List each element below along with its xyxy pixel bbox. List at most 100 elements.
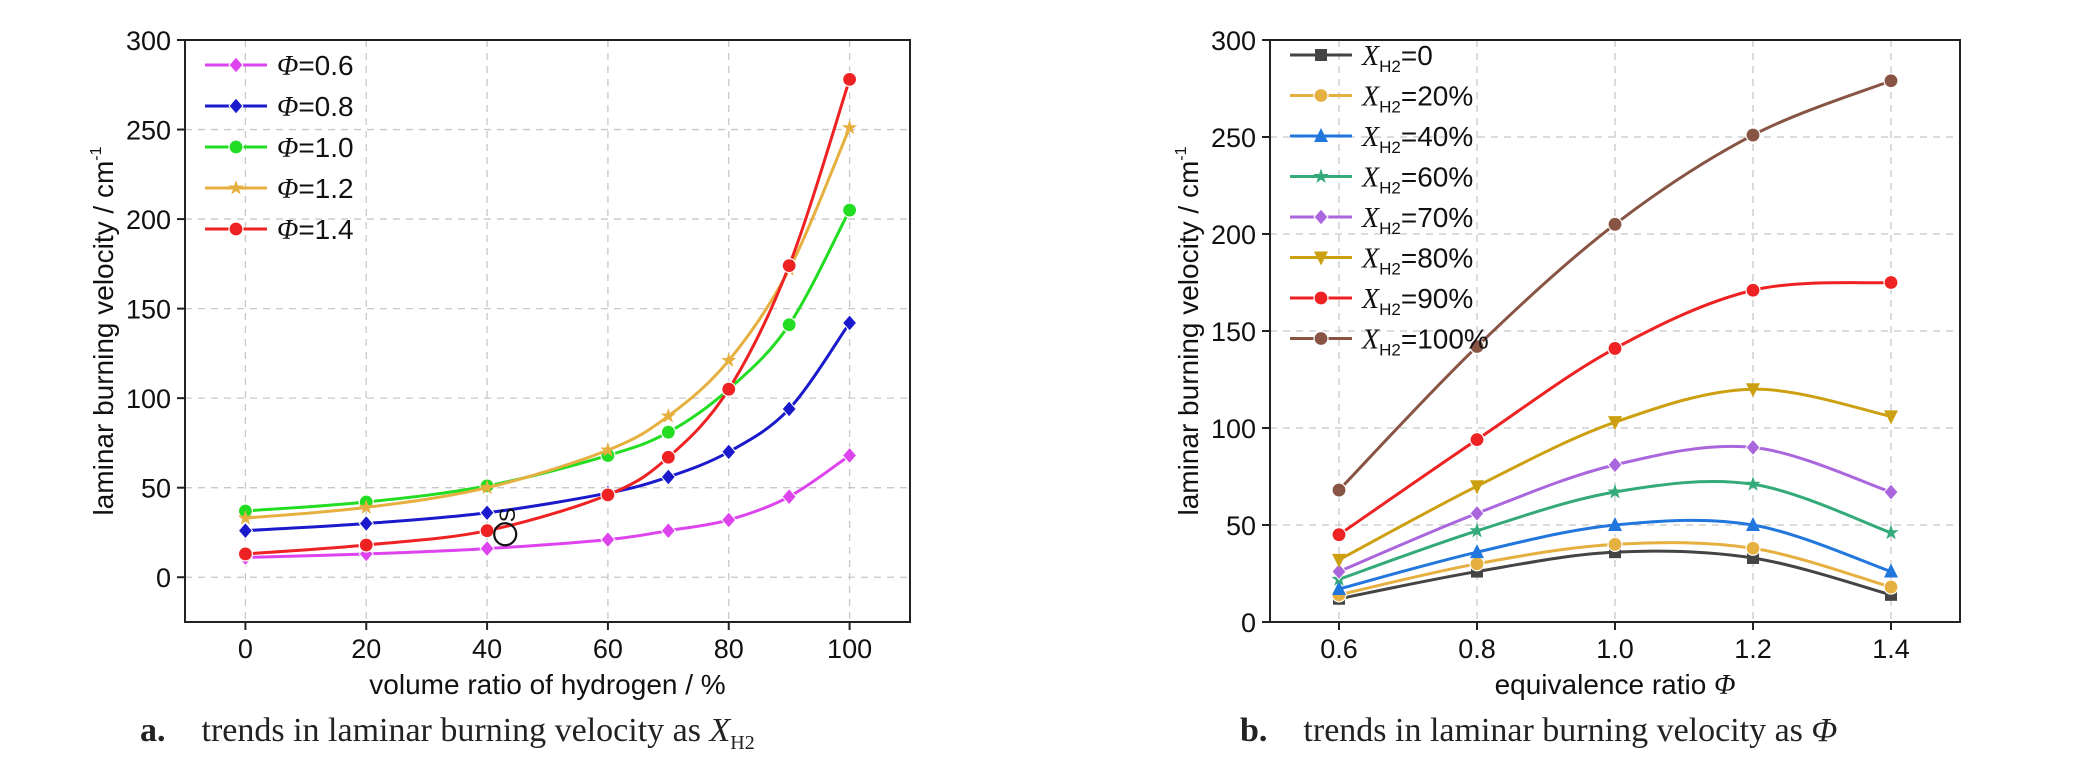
data-point (1883, 73, 1899, 89)
data-point (1469, 556, 1485, 572)
data-point (1608, 416, 1622, 431)
data-point (781, 258, 797, 274)
y-tick-label: 250 (126, 116, 171, 146)
data-point (1883, 483, 1899, 501)
data-point (479, 479, 495, 495)
data-point (1470, 544, 1484, 559)
annotation-label: S (495, 508, 520, 523)
y-tick-label: 50 (141, 474, 171, 504)
legend-marker (1313, 330, 1329, 347)
data-point (479, 539, 495, 558)
y-tick-label: 150 (1211, 317, 1256, 347)
legend-marker (1314, 251, 1328, 266)
y-tick-label: 100 (126, 384, 171, 414)
legend-symbol: X (1361, 82, 1380, 113)
y-axis-title-text: laminar burning velocity / cm (1173, 161, 1204, 516)
y-tick-label: 150 (126, 295, 171, 325)
legend-symbol: X (1361, 163, 1380, 194)
data-point (1745, 438, 1761, 457)
annotation-marker (493, 522, 518, 547)
legend-entry: XH2=80% (1361, 243, 1473, 279)
data-point (1883, 579, 1899, 595)
legend-symbol: X (1361, 284, 1380, 315)
legend-label: =0.6 (298, 50, 353, 81)
legend-label: =40% (1401, 121, 1473, 152)
data-point (1884, 410, 1898, 425)
data-point (1332, 581, 1346, 596)
legend-marker (1313, 208, 1329, 226)
legend-label: =0 (1401, 40, 1433, 71)
legend-marker (228, 56, 244, 74)
caption-b-symbol: Φ (1811, 712, 1838, 749)
legend-marker (228, 97, 244, 115)
x-tick-label: 100 (827, 634, 872, 664)
series-3 (1331, 476, 1899, 586)
legend-symbol: X (1361, 41, 1380, 72)
legend: Φ=0.6Φ=0.8Φ=1.0Φ=1.2Φ=1.4 (205, 50, 354, 246)
x-axis-title: equivalence ratio Φ (1495, 669, 1736, 701)
chart-a: 0 20 40 60 80 100 0 50 100 150 200 250 300 volume rat… (88, 26, 911, 700)
data-point (479, 504, 495, 522)
y-axis-title: laminar burning velocity / cm-1 (88, 146, 119, 515)
legend-label: =70% (1401, 202, 1473, 233)
data-point (1746, 517, 1760, 531)
data-point (1746, 383, 1760, 398)
y-tick-label: 250 (1211, 123, 1256, 153)
data-point (1745, 540, 1761, 556)
legend-subscript: H2 (1379, 260, 1401, 279)
legend-label: =1.4 (298, 214, 353, 245)
data-point (237, 510, 254, 525)
data-point (600, 530, 616, 549)
x-tick-label: 1.4 (1872, 634, 1910, 664)
x-tick-label: 60 (593, 634, 623, 664)
legend-symbol: Φ (277, 51, 298, 82)
x-axis-title-text: volume ratio of hydrogen / % (369, 669, 725, 700)
data-point (237, 521, 254, 540)
legend-label: =60% (1401, 162, 1473, 193)
data-point (781, 400, 797, 418)
y-tick-label: 50 (1226, 511, 1256, 541)
data-point (1469, 432, 1485, 448)
legend-subscript: H2 (1379, 179, 1401, 198)
data-point (1883, 524, 1899, 540)
data-point (660, 424, 676, 440)
legend-entry: XH2=100% (1361, 324, 1489, 360)
legend-entry: Φ=1.2 (277, 173, 354, 205)
legend-entry: XH2=90% (1361, 283, 1473, 319)
data-point (358, 514, 374, 533)
legend-entry: Φ=0.8 (277, 91, 354, 123)
caption-a-symbol: X (709, 712, 731, 749)
legend-entry: Φ=1.4 (277, 214, 354, 246)
data-point (660, 521, 676, 540)
data-point (1331, 482, 1347, 498)
series-7 (1331, 73, 1899, 498)
data-point (1883, 274, 1899, 291)
series-6 (1331, 274, 1899, 543)
data-point (781, 487, 797, 506)
x-tick-label: 1.2 (1734, 634, 1772, 664)
x-tick-label: 0.8 (1458, 634, 1496, 664)
caption-b: b. trends in laminar burning velocity as … (1240, 712, 1837, 750)
y-tick-label: 0 (156, 563, 171, 593)
legend-subscript: H2 (1379, 98, 1401, 117)
plot-frame (184, 39, 911, 623)
data-point (237, 546, 254, 562)
data-point (1607, 536, 1623, 553)
data-point (1331, 527, 1347, 543)
legend-label: =1.2 (298, 173, 353, 204)
y-axis-title-superscript: -1 (88, 146, 105, 160)
data-point (660, 408, 676, 423)
data-point (1607, 216, 1623, 232)
caption-a-text: trends in laminar burning velocity as (201, 712, 710, 749)
legend-symbol: X (1361, 325, 1380, 356)
data-point (1332, 553, 1346, 568)
legend-label: =1.0 (298, 132, 353, 163)
caption-a-subscript: H2 (730, 731, 755, 754)
x-tick-label: 40 (472, 634, 502, 664)
caption-b-label: b. (1240, 712, 1268, 749)
legend-marker (228, 179, 244, 195)
data-point (721, 443, 737, 461)
series-4 (237, 71, 858, 562)
data-point (1884, 563, 1898, 578)
data-point (1469, 504, 1485, 523)
